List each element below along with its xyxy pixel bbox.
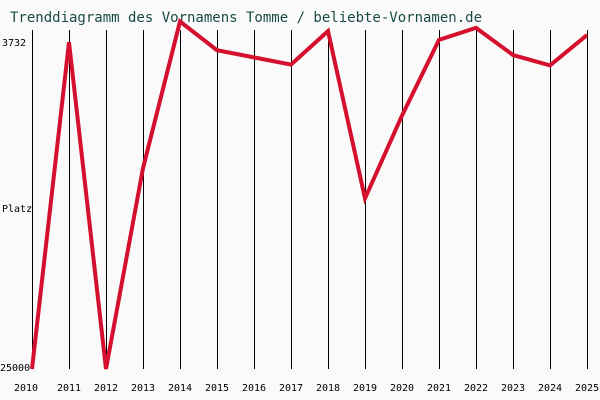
x-tick-2018: 2018 <box>316 383 340 394</box>
y-top-label: 3732 <box>2 38 26 49</box>
grid <box>32 30 588 369</box>
x-tick-2017: 2017 <box>279 383 303 394</box>
x-tick-2013: 2013 <box>131 383 155 394</box>
x-tick-2021: 2021 <box>427 383 451 394</box>
x-tick-2010: 2010 <box>14 383 38 394</box>
x-tick-2011: 2011 <box>57 383 81 394</box>
chart-title: Trenddiagramm des Vornamens Tomme / beli… <box>10 10 482 26</box>
series-line-0 <box>30 18 589 370</box>
x-tick-2022: 2022 <box>464 383 488 394</box>
series-group <box>30 18 589 370</box>
x-tick-2023: 2023 <box>501 383 525 394</box>
x-tick-2025: 2025 <box>575 383 599 394</box>
x-tick-2024: 2024 <box>538 383 562 394</box>
x-tick-2014: 2014 <box>168 383 192 394</box>
x-tick-2015: 2015 <box>205 383 229 394</box>
x-tick-2019: 2019 <box>353 383 377 394</box>
x-tick-2020: 2020 <box>390 383 414 394</box>
y-bottom-label: 25000 <box>0 363 30 374</box>
axis-labels: 3732 Platz 25000 <box>0 38 32 374</box>
y-axis-label: Platz <box>2 204 32 215</box>
x-tick-labels: 2010 2011 2012 2013 2014 2015 2016 2017 2018 2019… <box>14 383 599 394</box>
x-tick-2016: 2016 <box>242 383 266 394</box>
x-tick-2012: 2012 <box>94 383 118 394</box>
